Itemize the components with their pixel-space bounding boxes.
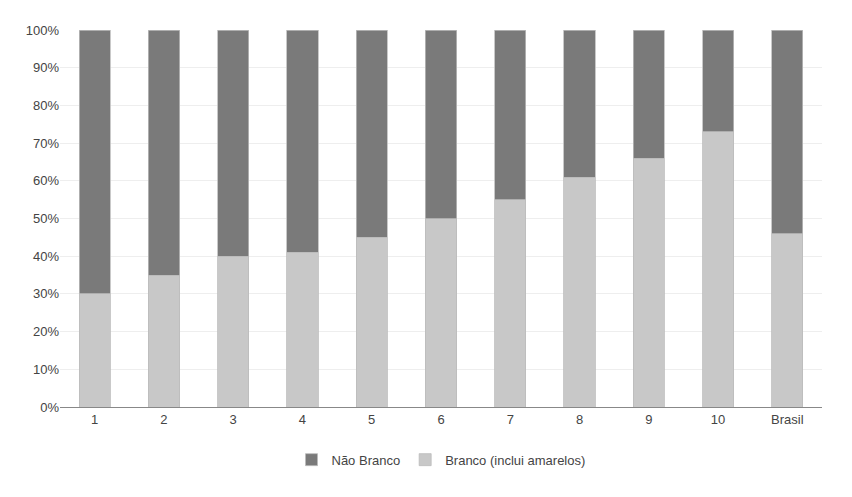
svg-text:6: 6	[437, 412, 444, 427]
svg-text:20%: 20%	[33, 324, 59, 339]
svg-text:100%: 100%	[26, 23, 60, 38]
svg-text:8: 8	[576, 412, 583, 427]
svg-text:Branco (inclui amarelos): Branco (inclui amarelos)	[445, 453, 585, 468]
svg-text:40%: 40%	[33, 249, 59, 264]
svg-text:9: 9	[645, 412, 652, 427]
svg-text:Brasil: Brasil	[771, 412, 804, 427]
svg-text:4: 4	[299, 412, 306, 427]
svg-text:50%: 50%	[33, 211, 59, 226]
svg-text:90%: 90%	[33, 60, 59, 75]
svg-text:0%: 0%	[40, 400, 59, 415]
svg-text:10%: 10%	[33, 362, 59, 377]
svg-text:2: 2	[160, 412, 167, 427]
svg-text:3: 3	[230, 412, 237, 427]
svg-text:70%: 70%	[33, 136, 59, 151]
svg-text:60%: 60%	[33, 173, 59, 188]
svg-text:30%: 30%	[33, 286, 59, 301]
svg-text:Não Branco: Não Branco	[332, 453, 401, 468]
svg-text:7: 7	[507, 412, 514, 427]
svg-text:5: 5	[368, 412, 375, 427]
svg-text:80%: 80%	[33, 98, 59, 113]
svg-text:1: 1	[91, 412, 98, 427]
svg-text:10: 10	[711, 412, 725, 427]
